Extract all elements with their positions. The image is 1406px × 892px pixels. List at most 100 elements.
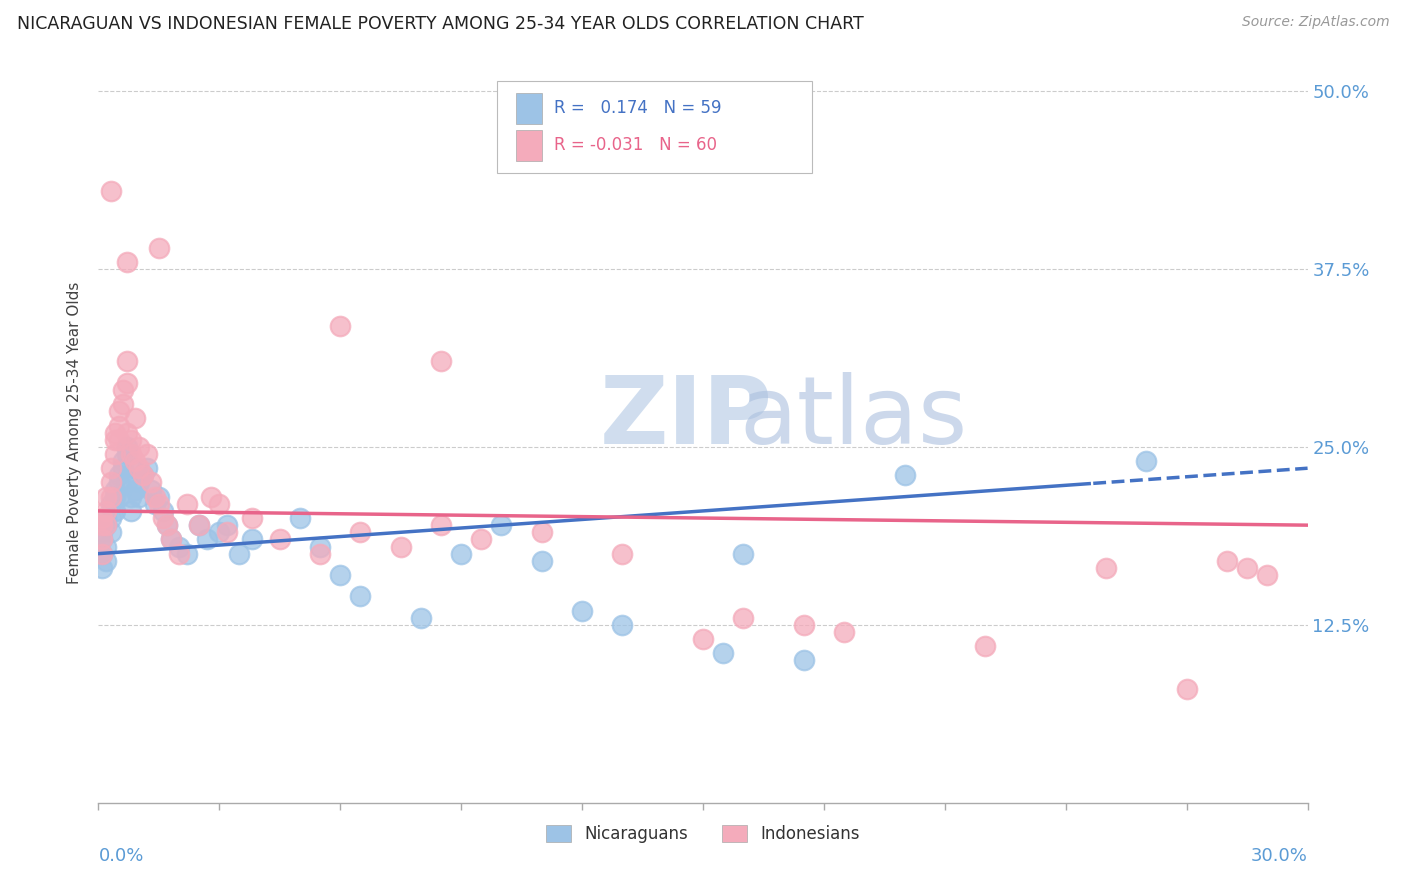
Point xyxy=(103,447,125,461)
Point xyxy=(156,518,179,533)
Point xyxy=(103,433,125,447)
Point xyxy=(100,461,122,475)
Point xyxy=(167,540,190,554)
Point xyxy=(103,425,125,440)
FancyBboxPatch shape xyxy=(498,81,811,173)
Point xyxy=(124,454,146,468)
Point xyxy=(103,490,125,504)
Point xyxy=(107,433,129,447)
Point xyxy=(100,184,122,198)
Point xyxy=(135,461,157,475)
Point xyxy=(389,540,412,554)
Point xyxy=(217,518,239,533)
Point xyxy=(124,483,146,497)
Point xyxy=(733,547,755,561)
Point xyxy=(91,547,114,561)
Point xyxy=(329,318,352,333)
Text: ZIP: ZIP xyxy=(600,372,773,464)
Point xyxy=(228,547,250,561)
Point xyxy=(793,653,815,667)
Point xyxy=(120,447,142,461)
Point xyxy=(269,533,291,547)
FancyBboxPatch shape xyxy=(516,130,543,161)
Point xyxy=(107,418,129,433)
Point xyxy=(167,547,190,561)
Point xyxy=(208,497,231,511)
Point xyxy=(100,475,122,490)
Point xyxy=(128,490,150,504)
Point xyxy=(1256,568,1278,582)
Point xyxy=(96,504,118,518)
Point xyxy=(115,254,138,268)
Point xyxy=(571,604,593,618)
Point xyxy=(893,468,915,483)
Point xyxy=(208,525,231,540)
Point xyxy=(188,518,211,533)
Point xyxy=(409,610,432,624)
Point xyxy=(612,547,634,561)
Point xyxy=(100,490,122,504)
Point xyxy=(91,525,114,540)
Point xyxy=(200,490,222,504)
Point xyxy=(96,554,118,568)
Point xyxy=(107,404,129,418)
Point xyxy=(1236,561,1258,575)
Point xyxy=(139,483,162,497)
Point xyxy=(793,617,815,632)
Point xyxy=(107,475,129,490)
Point xyxy=(143,497,166,511)
Point xyxy=(530,525,553,540)
Point xyxy=(100,525,122,540)
Point xyxy=(176,547,198,561)
Point xyxy=(103,483,125,497)
Point xyxy=(195,533,218,547)
Point xyxy=(132,468,155,483)
Point xyxy=(470,533,492,547)
Point xyxy=(111,397,134,411)
Point xyxy=(91,547,114,561)
Y-axis label: Female Poverty Among 25-34 Year Olds: Female Poverty Among 25-34 Year Olds xyxy=(67,282,83,583)
Point xyxy=(832,624,855,639)
Point xyxy=(128,440,150,454)
Point xyxy=(107,490,129,504)
Text: Source: ZipAtlas.com: Source: ZipAtlas.com xyxy=(1241,15,1389,29)
Point xyxy=(160,533,183,547)
Point xyxy=(450,547,472,561)
Point xyxy=(111,461,134,475)
Point xyxy=(124,461,146,475)
Point xyxy=(148,490,170,504)
Point xyxy=(188,518,211,533)
Point xyxy=(430,518,453,533)
Point xyxy=(491,518,513,533)
Point xyxy=(120,433,142,447)
Point xyxy=(107,468,129,483)
Point xyxy=(91,533,114,547)
Point xyxy=(148,497,170,511)
Point xyxy=(1175,681,1198,696)
Point xyxy=(96,518,118,533)
Point xyxy=(240,511,263,525)
Point xyxy=(152,504,174,518)
Point xyxy=(91,561,114,575)
Point xyxy=(1216,554,1239,568)
Text: NICARAGUAN VS INDONESIAN FEMALE POVERTY AMONG 25-34 YEAR OLDS CORRELATION CHART: NICARAGUAN VS INDONESIAN FEMALE POVERTY … xyxy=(17,15,863,33)
Point xyxy=(288,511,311,525)
Legend: Nicaraguans, Indonesians: Nicaraguans, Indonesians xyxy=(540,819,866,850)
Point xyxy=(115,475,138,490)
Point xyxy=(100,497,122,511)
Point xyxy=(96,540,118,554)
Point xyxy=(111,454,134,468)
Point xyxy=(128,461,150,475)
Point xyxy=(152,511,174,525)
Point xyxy=(148,240,170,255)
Point xyxy=(156,518,179,533)
Point xyxy=(217,525,239,540)
Point xyxy=(115,447,138,461)
Point xyxy=(124,411,146,425)
Point xyxy=(103,504,125,518)
Point xyxy=(612,617,634,632)
Point xyxy=(115,440,138,454)
Point xyxy=(160,533,183,547)
Text: atlas: atlas xyxy=(740,372,967,464)
Point xyxy=(91,511,114,525)
